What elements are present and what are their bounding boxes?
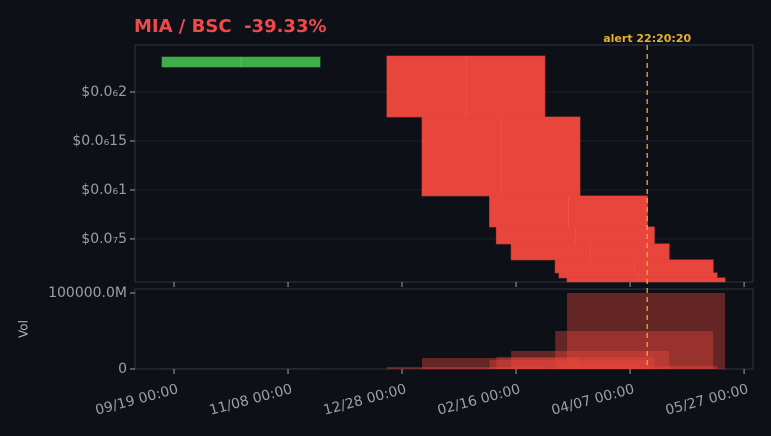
x-tick-label: 12/28 00:00 (322, 381, 408, 418)
price-panel (134, 44, 754, 283)
x-tick-label: 04/07 00:00 (550, 381, 636, 418)
volume-bar (511, 350, 670, 369)
y-tick-label: $0.0₆2 (81, 84, 127, 100)
y2-tick-label: 100000.0M (48, 285, 127, 301)
volume-panel (134, 288, 754, 370)
volume-axis-label: Vol (17, 320, 31, 338)
x-tick-label: 02/16 00:00 (436, 381, 522, 418)
x-tick-label: 09/19 00:00 (94, 381, 180, 418)
x-tick-label: 11/08 00:00 (208, 381, 294, 418)
x-tick-label: 05/27 00:00 (664, 381, 750, 418)
volume-bar (422, 357, 581, 369)
y-tick-label: $0.0₆1 (81, 182, 127, 198)
chart-title: MIA / BSC -39.33% (134, 16, 327, 37)
volume-bar (489, 359, 648, 369)
volume-bar (386, 367, 545, 369)
volume-bar (496, 356, 655, 369)
volume-bar (567, 293, 726, 369)
volume-bar (559, 365, 718, 369)
alert-label: alert 22:20:20 (603, 32, 691, 45)
y-tick-label: $0.0₇5 (81, 231, 127, 247)
y2-tick-label: 0 (118, 361, 127, 377)
volume-bar (555, 331, 714, 369)
y-tick-label: $0.0₆15 (72, 133, 127, 149)
